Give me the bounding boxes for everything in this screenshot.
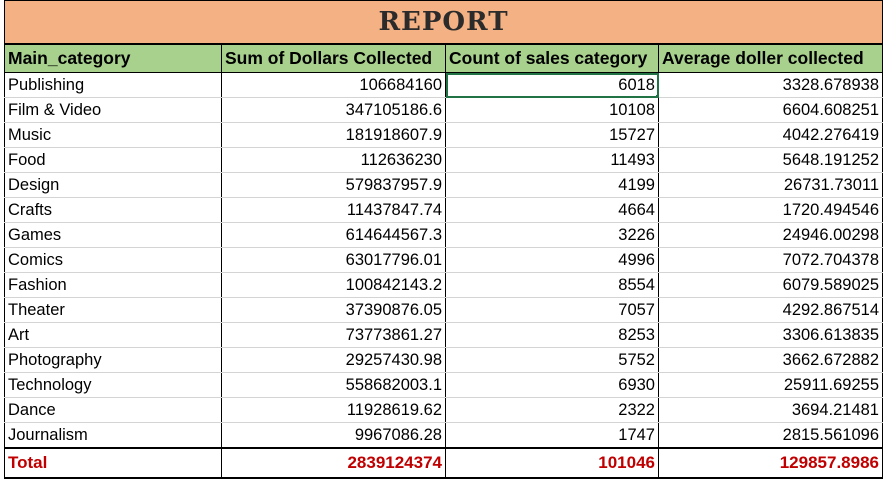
cell-count[interactable]: 4664 <box>445 197 659 223</box>
table-row: Fashion 100842143.2 8554 6079.589025 <box>4 272 883 298</box>
cell-category[interactable]: Art <box>4 322 222 348</box>
cell-sum[interactable]: 112636230 <box>221 147 446 173</box>
cell-category[interactable]: Games <box>4 222 222 248</box>
header-main-category[interactable]: Main_category <box>4 43 222 73</box>
total-label[interactable]: Total <box>4 447 222 479</box>
total-row: Total 2839124374 101046 129857.8986 <box>4 447 883 479</box>
cell-sum[interactable]: 11928619.62 <box>221 397 446 423</box>
table-row: Film & Video 347105186.6 10108 6604.608251 <box>4 97 883 123</box>
cell-avg[interactable]: 25911.69255 <box>658 372 883 398</box>
cell-avg[interactable]: 6604.608251 <box>658 97 883 123</box>
cell-count[interactable]: 5752 <box>445 347 659 373</box>
cell-category[interactable]: Technology <box>4 372 222 398</box>
cell-sum[interactable]: 63017796.01 <box>221 247 446 273</box>
table-row: Crafts 11437847.74 4664 1720.494546 <box>4 197 883 223</box>
cell-category[interactable]: Theater <box>4 297 222 323</box>
cell-category[interactable]: Film & Video <box>4 97 222 123</box>
cell-count[interactable]: 8253 <box>445 322 659 348</box>
cell-category[interactable]: Photography <box>4 347 222 373</box>
cell-avg[interactable]: 3328.678938 <box>658 72 883 98</box>
cell-avg[interactable]: 4292.867514 <box>658 297 883 323</box>
cell-avg[interactable]: 6079.589025 <box>658 272 883 298</box>
table-row: Journalism 9967086.28 1747 2815.561096 <box>4 422 883 449</box>
cell-count[interactable]: 8554 <box>445 272 659 298</box>
title-cell[interactable]: REPORT <box>4 0 883 45</box>
cell-avg[interactable]: 24946.00298 <box>658 222 883 248</box>
cell-sum[interactable]: 181918607.9 <box>221 122 446 148</box>
table-row: Art 73773861.27 8253 3306.613835 <box>4 322 883 348</box>
cell-category[interactable]: Publishing <box>4 72 222 98</box>
cell-category[interactable]: Dance <box>4 397 222 423</box>
cell-avg[interactable]: 3694.21481 <box>658 397 883 423</box>
cell-count[interactable]: 6930 <box>445 372 659 398</box>
table-row: Theater 37390876.05 7057 4292.867514 <box>4 297 883 323</box>
cell-avg[interactable]: 5648.191252 <box>658 147 883 173</box>
cell-avg[interactable]: 26731.73011 <box>658 172 883 198</box>
cell-category[interactable]: Food <box>4 147 222 173</box>
cell-sum[interactable]: 9967086.28 <box>221 422 446 449</box>
table-row: Design 579837957.9 4199 26731.73011 <box>4 172 883 198</box>
cell-sum[interactable]: 29257430.98 <box>221 347 446 373</box>
cell-sum[interactable]: 347105186.6 <box>221 97 446 123</box>
cell-count[interactable]: 11493 <box>445 147 659 173</box>
cell-category[interactable]: Comics <box>4 247 222 273</box>
table-row: Music 181918607.9 15727 4042.276419 <box>4 122 883 148</box>
cell-category[interactable]: Fashion <box>4 272 222 298</box>
header-average-dollars[interactable]: Average doller collected <box>658 43 883 73</box>
cell-avg[interactable]: 2815.561096 <box>658 422 883 449</box>
table-row: Food 112636230 11493 5648.191252 <box>4 147 883 173</box>
cell-sum[interactable]: 11437847.74 <box>221 197 446 223</box>
cell-count[interactable]: 4199 <box>445 172 659 198</box>
cell-sum[interactable]: 100842143.2 <box>221 272 446 298</box>
table-row: Comics 63017796.01 4996 7072.704378 <box>4 247 883 273</box>
cell-sum[interactable]: 37390876.05 <box>221 297 446 323</box>
cell-sum[interactable]: 73773861.27 <box>221 322 446 348</box>
header-count-sales[interactable]: Count of sales category <box>445 43 659 73</box>
cell-category[interactable]: Design <box>4 172 222 198</box>
report-title: REPORT <box>378 7 509 37</box>
title-row: REPORT <box>4 0 883 45</box>
total-sum[interactable]: 2839124374 <box>221 447 446 479</box>
cell-avg[interactable]: 3662.672882 <box>658 347 883 373</box>
cell-category[interactable]: Journalism <box>4 422 222 449</box>
report-table: REPORT Main_category Sum of Dollars Coll… <box>4 0 883 479</box>
cell-sum[interactable]: 558682003.1 <box>221 372 446 398</box>
cell-category[interactable]: Music <box>4 122 222 148</box>
table-row: Photography 29257430.98 5752 3662.672882 <box>4 347 883 373</box>
cell-avg[interactable]: 7072.704378 <box>658 247 883 273</box>
cell-count[interactable]: 2322 <box>445 397 659 423</box>
table-row: Publishing 106684160 6018 3328.678938 <box>4 72 883 98</box>
cell-count[interactable]: 15727 <box>445 122 659 148</box>
cell-avg[interactable]: 3306.613835 <box>658 322 883 348</box>
cell-category[interactable]: Crafts <box>4 197 222 223</box>
total-count[interactable]: 101046 <box>445 447 659 479</box>
cell-sum[interactable]: 614644567.3 <box>221 222 446 248</box>
table-row: Games 614644567.3 3226 24946.00298 <box>4 222 883 248</box>
cell-avg[interactable]: 4042.276419 <box>658 122 883 148</box>
cell-sum[interactable]: 579837957.9 <box>221 172 446 198</box>
cell-count[interactable]: 3226 <box>445 222 659 248</box>
table-row: Technology 558682003.1 6930 25911.69255 <box>4 372 883 398</box>
header-sum-dollars[interactable]: Sum of Dollars Collected <box>221 43 446 73</box>
table-row: Dance 11928619.62 2322 3694.21481 <box>4 397 883 423</box>
selected-cell[interactable]: 6018 <box>445 72 659 98</box>
cell-count[interactable]: 4996 <box>445 247 659 273</box>
total-average[interactable]: 129857.8986 <box>658 447 883 479</box>
cell-count[interactable]: 10108 <box>445 97 659 123</box>
cell-sum[interactable]: 106684160 <box>221 72 446 98</box>
header-row: Main_category Sum of Dollars Collected C… <box>4 43 883 73</box>
cell-avg[interactable]: 1720.494546 <box>658 197 883 223</box>
cell-count[interactable]: 7057 <box>445 297 659 323</box>
cell-count[interactable]: 1747 <box>445 422 659 449</box>
